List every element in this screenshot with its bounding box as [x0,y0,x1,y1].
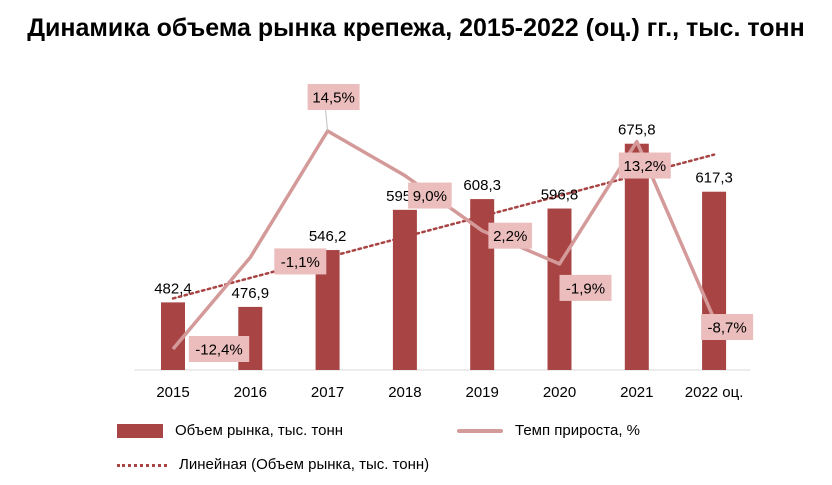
bar-value-label-2015: 482,4 [154,280,192,297]
x-tick-label-2017: 2017 [311,384,344,401]
growth-label-box-2020 [559,274,612,301]
bar-value-label-2016: 476,9 [232,285,270,302]
x-tick-label-2016: 2016 [234,384,267,401]
growth-label-leader-2017 [325,109,329,132]
bar-value-label-2019: 608,3 [463,177,501,194]
bar-value-label-2022 оц.: 617,3 [695,170,733,187]
x-tick-label-2020: 2020 [543,384,576,401]
bars-layer [161,143,727,370]
growth-label-box-2021 [618,152,671,179]
growth-label-box-2018 [408,182,452,209]
x-tick-label-2018: 2018 [388,384,421,401]
growth-label-box-2019 [488,222,532,249]
growth-label-2016: -1,1% [281,254,320,271]
legend-trend-swatch [117,463,167,467]
trendline [171,153,716,300]
labels-layer: 482,42015476,92016546,22017595,22018608,… [154,84,754,401]
bar-value-label-2017: 546,2 [309,228,347,245]
bar-2021 [624,143,649,370]
trendline-layer [171,153,716,300]
x-tick-label-2021: 2021 [620,384,653,401]
growth-label-box-2017 [307,84,360,110]
legend-label-trendline: Линейная (Объем рынка, тыс. тонн) [179,456,430,473]
growth-label-2022 оц.: -8,7% [708,320,747,337]
growth-label-box-2022 оц. [701,314,754,341]
legend-label-growth-rate: Темп прироста, % [515,422,641,439]
bar-value-label-2020: 596,8 [541,187,579,204]
x-tick-label-2019: 2019 [466,384,499,401]
legend-line-swatch [457,429,503,434]
growth-label-2020: -1,9% [566,280,605,297]
growth-label-box-2016 [274,248,327,275]
x-tick-label-2015: 2015 [156,384,189,401]
growth-label-2019: 2,2% [493,228,527,245]
bar-value-label-2021: 675,8 [618,122,656,139]
legend-item-growth-rate: Темп прироста, % [457,422,640,439]
growth-label-2017: 14,5% [312,90,355,107]
growth-label-2015: -12,4% [195,342,243,359]
growth-label-box-2015 [188,336,250,362]
chart-title: Динамика объема рынка крепежа, 2015-2022… [27,14,805,42]
bar-2022 оц. [702,191,727,370]
legend-item-trendline: Линейная (Объем рынка, тыс. тонн) [117,456,429,473]
legend-label-market-volume: Объем рынка, тыс. тонн [175,422,344,439]
growth-label-2021: 13,2% [624,158,667,175]
legend-item-market-volume: Объем рынка, тыс. тонн [117,422,343,439]
growth-label-2018: 9,0% [413,188,447,205]
bar-2015 [161,302,185,370]
x-tick-label-2022 оц.: 2022 оц. [685,384,744,401]
legend-bar-swatch [117,424,163,439]
